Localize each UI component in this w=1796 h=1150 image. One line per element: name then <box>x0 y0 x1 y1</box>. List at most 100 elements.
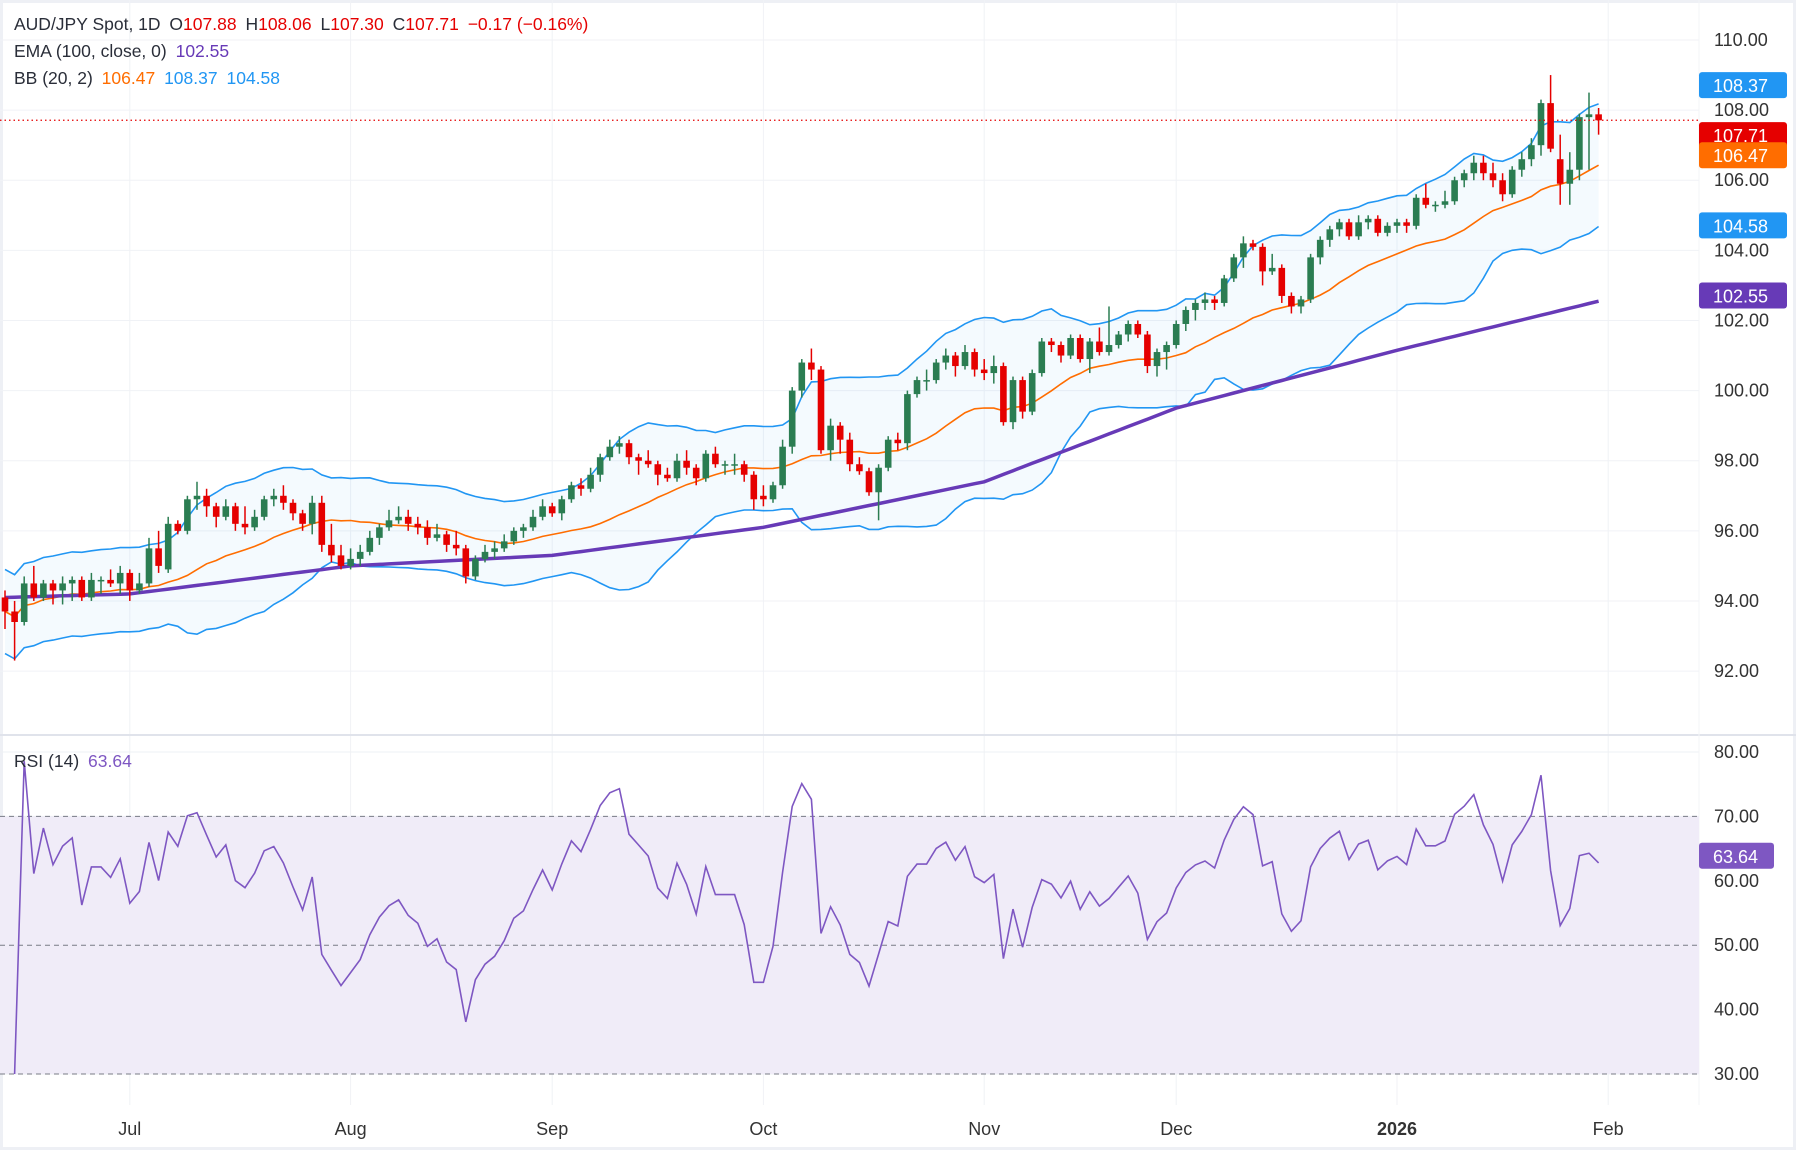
candle-body <box>865 471 873 493</box>
time-tick-label: Oct <box>749 1119 777 1139</box>
bb-label: BB (20, 2) <box>14 68 93 88</box>
candle-body <box>952 355 959 367</box>
time-tick-label: Dec <box>1160 1119 1192 1139</box>
candle <box>731 453 738 475</box>
bb-lower-line <box>4 225 1600 660</box>
candle-body <box>1067 338 1074 356</box>
candle-body <box>692 467 700 479</box>
candle-body <box>827 425 834 451</box>
candle-body <box>856 464 863 472</box>
candle-body <box>1009 380 1017 423</box>
candle <box>1105 306 1113 356</box>
legend-bb: BB (20, 2) 106.47 108.37 104.58 <box>14 68 284 89</box>
candle <box>1028 369 1036 416</box>
candle-body <box>1096 341 1103 353</box>
candle <box>1086 338 1094 374</box>
candle <box>1163 341 1170 370</box>
open-value: 107.88 <box>183 14 237 34</box>
candle-body <box>788 390 796 447</box>
candle-body <box>308 502 316 524</box>
candle-body <box>1038 341 1046 374</box>
candle <box>894 432 902 451</box>
candle <box>510 527 518 545</box>
high-label: H <box>245 14 259 34</box>
rsi-tick-label: 60.00 <box>1714 871 1759 891</box>
price-tick-label: 110.00 <box>1714 30 1768 50</box>
candle-body <box>280 495 287 503</box>
candle-body <box>395 516 402 521</box>
candle <box>145 537 153 587</box>
candle <box>1220 274 1228 307</box>
candle-body <box>1508 169 1516 195</box>
candle-body <box>299 513 306 524</box>
time-tick-label: Feb <box>1593 1119 1624 1139</box>
candle <box>20 576 28 626</box>
candle-body <box>904 394 911 444</box>
candle <box>1518 152 1526 177</box>
candle <box>366 530 374 556</box>
candle <box>520 523 527 538</box>
candle <box>1240 236 1247 268</box>
candle-body <box>1326 229 1334 240</box>
candle-body <box>1172 323 1180 346</box>
candle <box>539 499 546 521</box>
candle-body <box>606 446 614 458</box>
candle-body <box>145 548 153 584</box>
candle <box>1336 218 1343 237</box>
candle-body <box>731 464 738 466</box>
candle <box>644 450 652 468</box>
candle <box>577 478 585 496</box>
candle <box>174 520 182 535</box>
candle-body <box>884 439 892 468</box>
price-badge-label: 102.55 <box>1713 286 1768 306</box>
candle <box>942 348 950 370</box>
candle <box>443 530 450 552</box>
candle <box>721 460 729 475</box>
candle <box>952 352 959 377</box>
candle-body <box>1240 243 1247 258</box>
candle-body <box>942 355 950 363</box>
candle <box>184 495 191 535</box>
candle <box>1489 162 1497 188</box>
candle <box>1441 190 1449 209</box>
candle <box>884 436 892 472</box>
candle-body <box>529 516 537 528</box>
candle <box>404 509 412 531</box>
candle-body <box>1364 218 1372 223</box>
candle <box>904 390 911 451</box>
candle-body <box>1422 197 1430 205</box>
candle <box>1268 253 1276 275</box>
price-badge-bg <box>1699 282 1787 309</box>
candle <box>481 544 489 563</box>
candle-body <box>376 527 383 538</box>
candle-body <box>1403 222 1410 226</box>
candle <box>760 485 767 507</box>
candle-body <box>1105 345 1113 353</box>
candle-body <box>289 502 297 514</box>
candle-body <box>347 558 354 566</box>
candle <box>308 495 316 535</box>
candle-body <box>424 527 431 538</box>
candle <box>654 460 662 486</box>
candle-body <box>548 506 556 514</box>
candle <box>625 439 633 465</box>
candle <box>1393 218 1401 233</box>
candle-body <box>1537 103 1545 146</box>
price-tick-label: 104.00 <box>1714 240 1769 260</box>
candle <box>1537 99 1545 156</box>
candle-body <box>568 485 575 500</box>
candle-body <box>11 611 18 622</box>
candle <box>1134 320 1142 339</box>
candle <box>68 576 76 601</box>
candle-body <box>49 583 57 591</box>
candle-body <box>1000 366 1007 423</box>
candle <box>1384 222 1391 237</box>
candle-body <box>222 506 230 517</box>
candle <box>683 450 690 475</box>
candle <box>568 481 575 503</box>
ema-value: 102.55 <box>175 41 230 61</box>
price-tick-label: 106.00 <box>1714 170 1769 190</box>
high-value: 108.06 <box>258 14 312 34</box>
